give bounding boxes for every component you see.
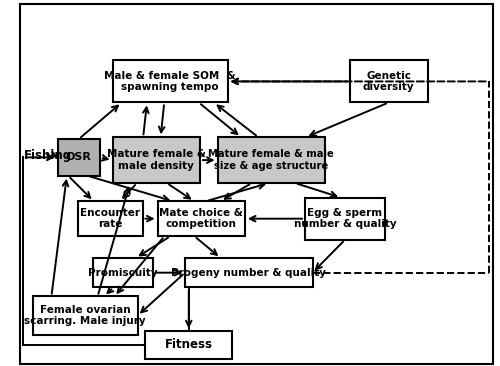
Text: Genetic
diversity: Genetic diversity xyxy=(363,71,414,92)
FancyBboxPatch shape xyxy=(112,60,228,102)
Text: Mature female & male
size & age structure: Mature female & male size & age structur… xyxy=(208,149,334,171)
FancyBboxPatch shape xyxy=(78,201,142,236)
Text: Encounter
rate: Encounter rate xyxy=(80,208,140,229)
FancyBboxPatch shape xyxy=(350,60,428,102)
FancyBboxPatch shape xyxy=(112,137,200,183)
FancyBboxPatch shape xyxy=(185,258,312,287)
Text: Male & female SOM  &
spawning tempo: Male & female SOM & spawning tempo xyxy=(104,71,236,92)
FancyBboxPatch shape xyxy=(20,4,492,364)
Text: Promiscuity: Promiscuity xyxy=(88,268,158,278)
Text: Egg & sperm
number & quality: Egg & sperm number & quality xyxy=(294,208,397,229)
Text: Progeny number & quality: Progeny number & quality xyxy=(171,268,326,278)
FancyBboxPatch shape xyxy=(92,258,152,287)
Text: Mature female &
male density: Mature female & male density xyxy=(107,149,206,171)
FancyBboxPatch shape xyxy=(158,201,245,236)
Text: Fitness: Fitness xyxy=(164,339,212,351)
FancyBboxPatch shape xyxy=(58,139,100,176)
Text: Fishing: Fishing xyxy=(24,149,72,162)
FancyBboxPatch shape xyxy=(32,296,138,335)
FancyBboxPatch shape xyxy=(218,137,325,183)
FancyBboxPatch shape xyxy=(145,331,233,359)
Text: Female ovarian
scarring. Male injury: Female ovarian scarring. Male injury xyxy=(24,305,146,326)
Text: OSR: OSR xyxy=(66,152,92,163)
Text: Mate choice &
competition: Mate choice & competition xyxy=(160,208,243,229)
FancyBboxPatch shape xyxy=(305,198,385,240)
